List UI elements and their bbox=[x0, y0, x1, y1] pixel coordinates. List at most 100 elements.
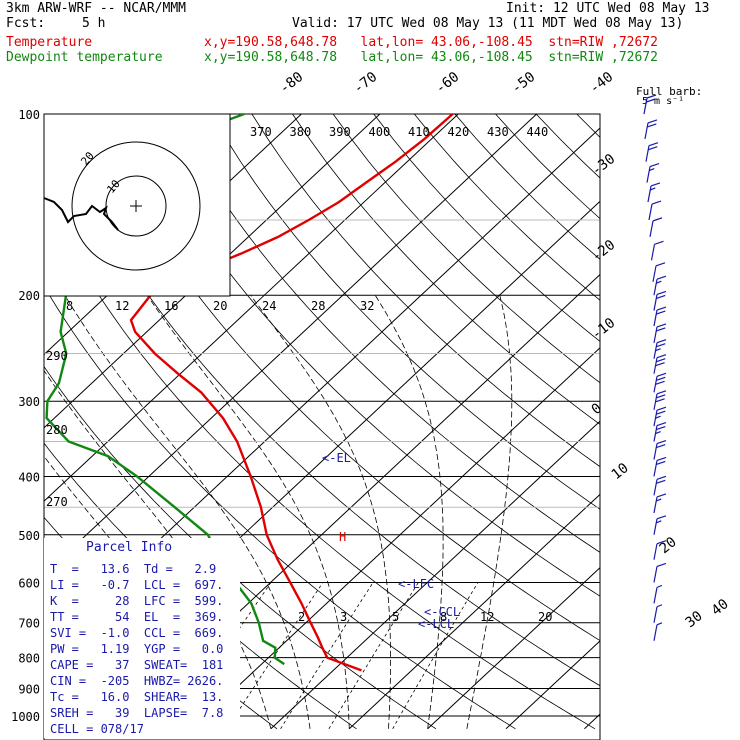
mixing-ratio-line bbox=[171, 582, 272, 730]
wind-barb-flag bbox=[650, 182, 661, 187]
wind-barb-shaft bbox=[646, 166, 651, 183]
pressure-tick-label: 100 bbox=[18, 108, 40, 122]
lcl-annotation: <-LCL bbox=[418, 617, 454, 631]
dry-adiabat bbox=[535, 114, 600, 179]
pressure-tick-label: 400 bbox=[18, 470, 40, 484]
wind-barb-shaft bbox=[653, 326, 658, 343]
mixing-ratio-label: 2 bbox=[298, 610, 305, 624]
dry-adiabat bbox=[495, 114, 600, 220]
isotherm-line bbox=[0, 101, 2, 729]
parcel-row: CIN = -205 HWBZ= 2626. bbox=[50, 674, 224, 688]
theta-label: 270 bbox=[46, 495, 68, 509]
barb-legend-units: 5 m s⁻¹ bbox=[642, 96, 684, 107]
moist-adiabat bbox=[146, 294, 350, 729]
dry-adiabat bbox=[413, 114, 600, 301]
temperature-tick-label: 30 bbox=[683, 608, 706, 631]
dewpoint-location: x,y=190.58,648.78 lat,lon= 43.06,-108.45… bbox=[204, 50, 658, 65]
wind-barb-flag bbox=[651, 200, 662, 205]
isotherm-line bbox=[505, 640, 600, 730]
dewpoint-legend: Dewpoint temperature bbox=[6, 50, 163, 65]
temperature-tick-label: -30 bbox=[589, 151, 619, 179]
wind-barb-flag bbox=[656, 275, 667, 280]
moist-adiabat bbox=[64, 294, 311, 729]
wind-barb-flag bbox=[656, 520, 662, 524]
parcel-row: TT = 54 EL = 369. bbox=[50, 610, 224, 624]
wind-barb-flag bbox=[656, 306, 667, 311]
wind-barb-flag bbox=[656, 479, 666, 484]
wind-barb-flag bbox=[655, 380, 665, 385]
wind-barb-flag bbox=[656, 343, 666, 348]
wind-barb-flag bbox=[655, 430, 661, 435]
isotherm-line bbox=[663, 101, 740, 729]
temperature-location: x,y=190.58,648.78 lat,lon= 43.06,-108.45… bbox=[204, 35, 658, 50]
wind-barb-shaft bbox=[653, 587, 658, 604]
barb-legend-label: Full barb: bbox=[636, 85, 702, 98]
theta-label: 430 bbox=[487, 125, 509, 139]
series-line bbox=[129, 114, 454, 672]
theta-label: 390 bbox=[329, 125, 351, 139]
wind-barb-shaft bbox=[653, 460, 658, 477]
wind-barb-flag bbox=[655, 415, 661, 419]
theta-label: 370 bbox=[250, 125, 272, 139]
theta-label: 290 bbox=[46, 349, 68, 363]
wind-barb-flag bbox=[656, 475, 667, 480]
wind-barb-flag bbox=[656, 327, 666, 332]
parcel-row: CELL = 078/17 bbox=[50, 722, 144, 736]
theta-label: 440 bbox=[527, 125, 549, 139]
forecast-label: Fcst: bbox=[6, 16, 46, 31]
hodograph-trace bbox=[43, 197, 119, 231]
wind-barb-flag bbox=[650, 187, 656, 191]
temperature-tick-label: -80 bbox=[277, 69, 307, 97]
wind-barb-flag bbox=[656, 443, 666, 449]
wind-barb-flag bbox=[656, 540, 667, 545]
el-annotation: <-EL bbox=[322, 451, 351, 465]
dry-adiabat bbox=[44, 198, 596, 730]
wind-barb-flag bbox=[649, 168, 655, 172]
model-title: 3km ARW-WRF -- NCAR/MMM bbox=[6, 1, 187, 16]
wind-barb-shaft bbox=[650, 244, 656, 261]
kts-scale-label: 8 bbox=[66, 299, 73, 313]
wind-barb-flag bbox=[656, 394, 666, 399]
pressure-tick-label: 500 bbox=[18, 529, 40, 543]
wind-barb-shaft bbox=[653, 342, 658, 359]
wind-barb-shaft bbox=[644, 122, 649, 140]
wind-barb-flag bbox=[656, 493, 667, 498]
temperature-tick-label: 10 bbox=[609, 460, 632, 483]
mixing-ratio-line bbox=[328, 582, 419, 730]
wind-barb-shaft bbox=[649, 220, 654, 237]
pressure-tick-label: 1000 bbox=[11, 710, 40, 724]
mixing-ratio-label: 3 bbox=[340, 610, 347, 624]
temperature-tick-label: -50 bbox=[509, 69, 539, 97]
wind-barb-shaft bbox=[645, 145, 650, 162]
dry-adiabat bbox=[48, 114, 600, 687]
isotherm-line bbox=[427, 566, 600, 730]
wind-barb-flag bbox=[656, 604, 663, 608]
wind-barb-flag bbox=[656, 339, 667, 344]
wind-barb-flag bbox=[655, 398, 665, 403]
lfc-annotation: <-LFC bbox=[398, 577, 434, 591]
parcel-row: SREH = 39 LAPSE= 7.8 bbox=[50, 706, 224, 720]
pressure-tick-label: 700 bbox=[18, 617, 40, 631]
theta-label: 420 bbox=[448, 125, 470, 139]
dry-adiabat bbox=[89, 114, 600, 642]
wind-barb-flag bbox=[656, 439, 667, 445]
parcel-row: Tc = 16.0 SHEAR= 13. bbox=[50, 690, 224, 704]
wind-barb-shaft bbox=[653, 309, 658, 327]
dry-adiabat bbox=[576, 114, 600, 138]
forecast-hour: 5 h bbox=[82, 16, 106, 31]
wind-barb-flag bbox=[656, 425, 666, 431]
kts-scale-label: 32 bbox=[360, 299, 374, 313]
wind-barb-shaft bbox=[653, 479, 658, 496]
mixing-ratio-label: 5 bbox=[392, 610, 399, 624]
wind-barb-shaft bbox=[647, 185, 652, 203]
wind-barb-flag bbox=[656, 410, 666, 415]
parcel-info-panel: Parcel Info T = 13.6 Td = 2.9 LI = -0.7 … bbox=[44, 538, 240, 738]
wind-barb-shaft bbox=[653, 566, 658, 583]
wind-barb-shaft bbox=[648, 203, 653, 221]
theta-label: 400 bbox=[369, 125, 391, 139]
dry-adiabat bbox=[251, 114, 600, 468]
wind-barb-flag bbox=[656, 562, 667, 568]
wind-barb-flag bbox=[646, 94, 657, 99]
wind-barb-flag bbox=[656, 323, 667, 328]
isotherm-line bbox=[584, 713, 600, 730]
